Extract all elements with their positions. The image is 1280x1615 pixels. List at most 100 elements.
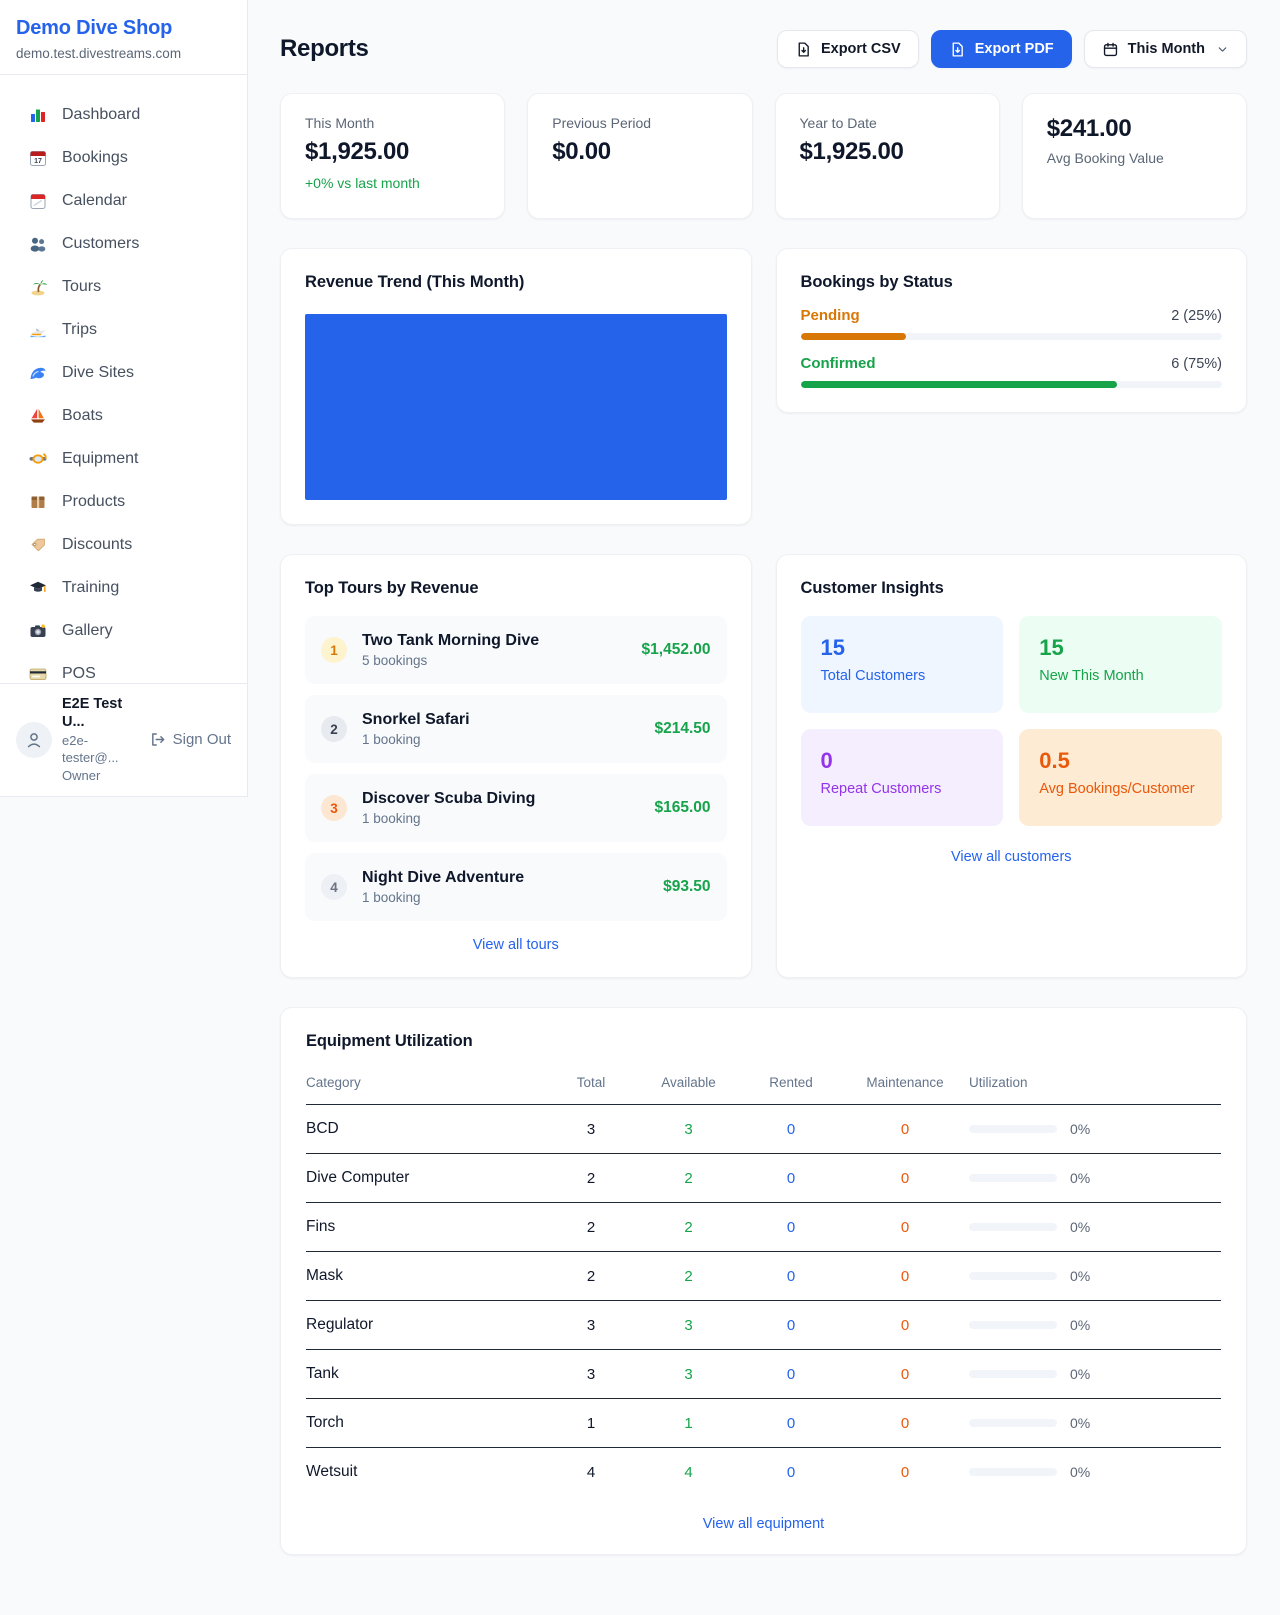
sidebar-item-equipment[interactable]: Equipment — [8, 437, 239, 480]
sidebar-item-boats[interactable]: Boats — [8, 394, 239, 437]
table-row: Tank 3 3 0 0 0% — [306, 1349, 1221, 1399]
sign-out-button[interactable]: Sign Out — [149, 731, 231, 748]
sidebar-item-pos[interactable]: POS — [8, 652, 239, 695]
status-label: Confirmed — [800, 355, 876, 372]
sidebar-item-label: Gallery — [62, 621, 113, 639]
column-header-available: Available — [636, 1067, 741, 1105]
cell-category: Tank — [306, 1349, 546, 1399]
cell-category: BCD — [306, 1120, 339, 1137]
sidebar-item-gallery[interactable]: Gallery — [8, 609, 239, 652]
cell-utilization: 0% — [969, 1447, 1221, 1496]
sidebar-item-training[interactable]: Training — [8, 566, 239, 609]
cell-available: 3 — [684, 1120, 693, 1138]
tile-label: Repeat Customers — [820, 781, 942, 797]
tour-revenue: $1,452.00 — [641, 641, 711, 658]
view-all-tours-link[interactable]: View all tours — [472, 937, 559, 953]
people-icon — [28, 234, 48, 254]
column-header-maintenance: Maintenance — [841, 1067, 969, 1105]
sidebar-item-label: Trips — [62, 320, 97, 338]
sidebar-item-dive-sites[interactable]: Dive Sites — [8, 351, 239, 394]
rank-badge: 4 — [321, 874, 347, 900]
column-header-total: Total — [546, 1067, 636, 1105]
stat-delta: +0% vs last month — [305, 175, 420, 191]
export-csv-label: Export CSV — [820, 41, 901, 57]
sidebar: Demo Dive Shop demo.test.divestreams.com… — [0, 0, 248, 797]
view-all-equipment-link[interactable]: View all equipment — [702, 1516, 825, 1532]
period-label: This Month — [1127, 41, 1205, 57]
sidebar-item-label: Equipment — [62, 449, 139, 467]
sidebar-item-trips[interactable]: Trips — [8, 308, 239, 351]
cell-category: Wetsuit — [306, 1447, 546, 1496]
user-avatar — [16, 721, 52, 758]
cell-available: 2 — [636, 1251, 741, 1301]
revenue-trend-panel: Revenue Trend (This Month) — [280, 248, 752, 525]
tile-label: New This Month — [1039, 668, 1144, 684]
equipment-table: Category Total Available Rented Maintenance U… — [306, 1067, 1221, 1496]
tile-value: 0.5 — [1039, 748, 1070, 773]
export-pdf-label: Export PDF — [974, 41, 1054, 57]
wave-icon — [28, 363, 48, 383]
cell-total: 3 — [546, 1349, 636, 1399]
cell-category: Mask — [306, 1251, 546, 1301]
stat-label: Avg Booking Value — [1046, 150, 1164, 166]
table-row: Torch 1 1 0 0 0% — [306, 1398, 1221, 1448]
status-list: Pending 2 (25%) Confirmed 6 (75%) — [800, 307, 1222, 388]
export-csv-button[interactable]: Export CSV — [776, 30, 919, 68]
cell-total: 2 — [546, 1153, 636, 1203]
customer-insights-title: Customer Insights — [800, 579, 944, 597]
tour-name: Night Dive Adventure — [362, 869, 525, 886]
tear-calendar-icon — [28, 191, 48, 211]
stat-label: This Month — [305, 115, 375, 131]
customer-insights-panel: Customer Insights 15 Total Customers 15 New… — [775, 554, 1247, 978]
sidebar-item-customers[interactable]: Customers — [8, 222, 239, 265]
export-pdf-button[interactable]: Export PDF — [930, 30, 1072, 68]
sidebar-item-tours[interactable]: Tours — [8, 265, 239, 308]
utilization-percent: 0% — [1070, 1464, 1091, 1480]
stat-value: $1,925.00 — [305, 138, 410, 165]
sidebar-item-products[interactable]: Products — [8, 480, 239, 523]
bar-chart-icon — [28, 105, 48, 125]
tour-bookings: 1 booking — [362, 732, 421, 747]
top-tours-title: Top Tours by Revenue — [305, 579, 479, 597]
chevron-down-icon — [1218, 46, 1227, 52]
status-item-pending: Pending 2 (25%) — [800, 307, 1222, 340]
tile-label: Total Customers — [820, 668, 926, 684]
tour-text: Discover Scuba Diving 1 booking — [362, 790, 535, 826]
table-row: BCD 3 3 0 0 0% — [306, 1105, 1221, 1154]
tours-list: 1 Two Tank Morning Dive 5 bookings $1,452.0… — [305, 616, 727, 921]
utilization-percent: 0% — [1070, 1317, 1091, 1333]
stat-value: $0.00 — [552, 138, 611, 165]
status-bar-track — [800, 333, 1222, 340]
camera-icon — [28, 621, 48, 641]
user-email: e2e-tester@... — [62, 733, 119, 765]
sidebar-item-discounts[interactable]: Discounts — [8, 523, 239, 566]
shop-domain: demo.test.divestreams.com — [16, 46, 182, 61]
sailboat-icon — [28, 406, 48, 426]
status-value: 6 (75%) — [1171, 355, 1222, 372]
utilization-bar — [969, 1174, 1057, 1182]
cell-utilization: 0% — [969, 1300, 1221, 1350]
cell-utilization: 0% — [969, 1251, 1221, 1301]
view-all-customers-link[interactable]: View all customers — [950, 849, 1072, 865]
equipment-utilization-title: Equipment Utilization — [306, 1032, 473, 1050]
cell-maintenance: 0 — [841, 1300, 969, 1350]
period-dropdown[interactable]: This Month — [1083, 30, 1247, 68]
utilization-bar — [969, 1125, 1057, 1133]
cell-utilization: 0% — [969, 1105, 1221, 1154]
sidebar-item-bookings[interactable]: 17 Bookings — [8, 136, 239, 179]
tile-label: Avg Bookings/Customer — [1039, 781, 1195, 797]
tour-text: Two Tank Morning Dive 5 bookings — [362, 632, 539, 668]
sidebar-item-dashboard[interactable]: Dashboard — [8, 93, 239, 136]
tour-name: Snorkel Safari — [362, 711, 470, 728]
cell-rented: 0 — [741, 1300, 841, 1350]
cell-total: 3 — [546, 1300, 636, 1350]
utilization-percent: 0% — [1070, 1219, 1091, 1235]
cell-category: Regulator — [306, 1300, 546, 1350]
utilization-bar — [969, 1272, 1057, 1280]
user-role: Owner — [62, 767, 101, 783]
cell-available: 4 — [636, 1447, 741, 1496]
tour-name: Two Tank Morning Dive — [362, 632, 540, 649]
tag-icon — [28, 535, 48, 555]
sidebar-item-calendar[interactable]: Calendar — [8, 179, 239, 222]
cell-total: 2 — [546, 1251, 636, 1301]
